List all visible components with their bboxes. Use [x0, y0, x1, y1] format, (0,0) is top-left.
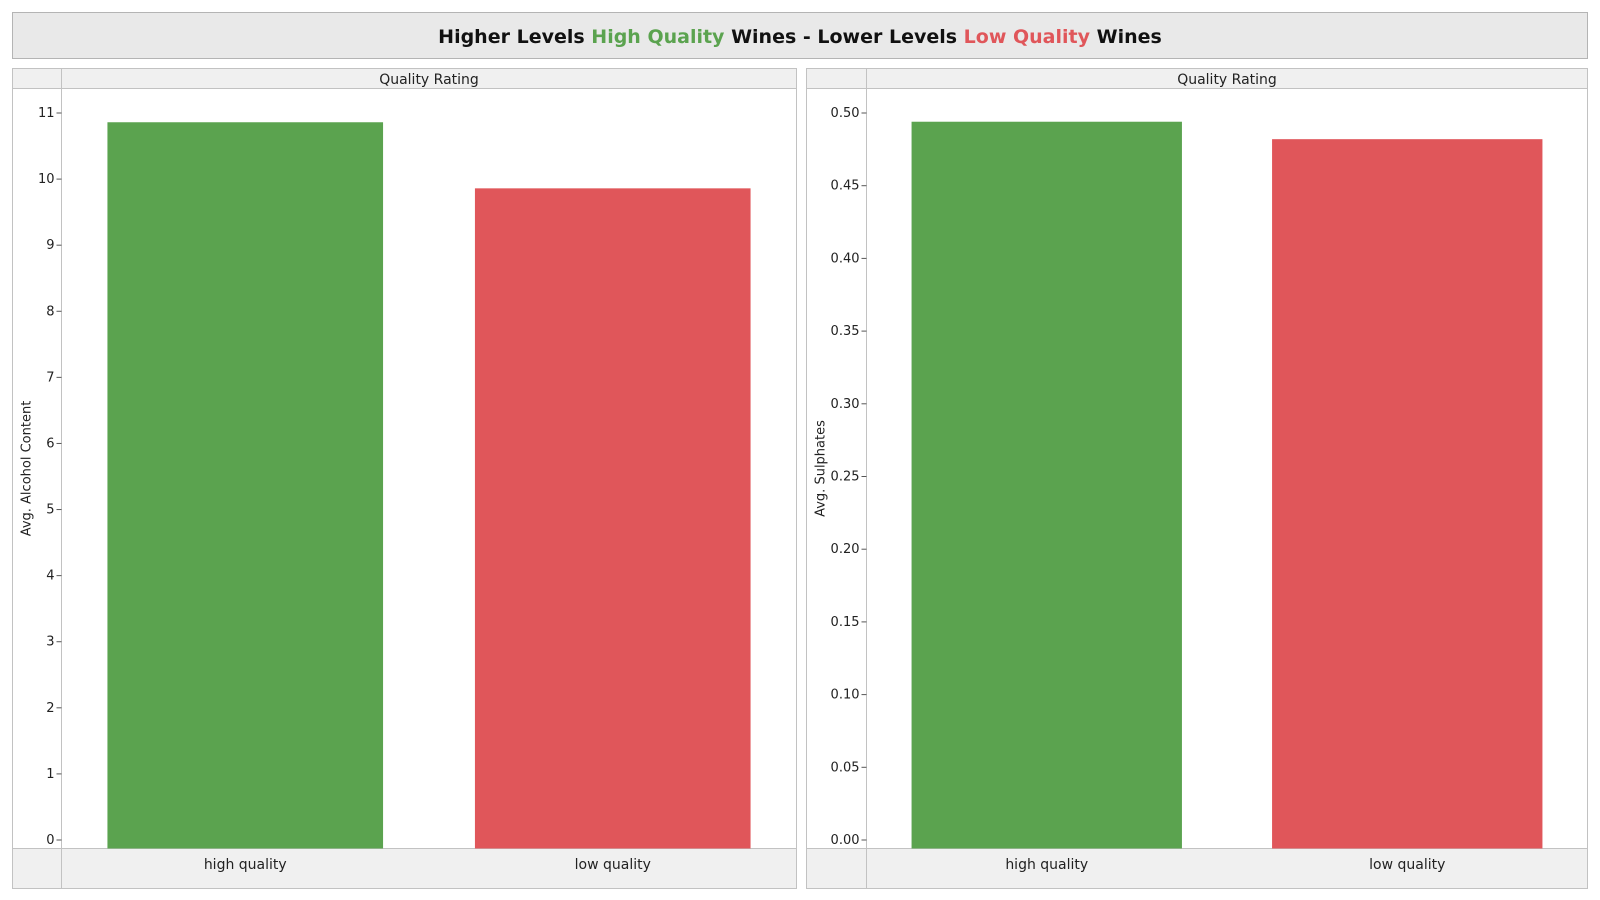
y-tick-label: 2: [46, 701, 54, 716]
title-low-quality: Low Quality: [964, 26, 1091, 48]
y-tick-label: 11: [38, 106, 55, 121]
category-label: low quality: [575, 857, 651, 873]
y-tick-label: 3: [46, 635, 54, 650]
chart-panel-2: Quality Rating 0.00 0.05 0.10 0.15 0.20 0.25 0.…: [807, 69, 1588, 889]
y-tick-label: 0.50: [831, 106, 860, 121]
title-part-3: Wines - Lower Levels: [724, 26, 963, 48]
y-tick-label: 7: [46, 370, 54, 385]
column-header: Quality Rating: [379, 72, 479, 88]
y-axis-label: Avg. Alcohol Content: [20, 401, 35, 537]
bar-high-quality: [912, 122, 1182, 849]
title-high-quality: High Quality: [591, 26, 725, 48]
y-tick-label: 0: [46, 833, 54, 848]
y-tick-label: 0.25: [831, 470, 860, 485]
title-part-1: Higher Levels: [438, 26, 591, 48]
bar-high-quality: [107, 122, 383, 848]
y-tick-label: 0.45: [831, 179, 860, 194]
y-tick-label: 0.15: [831, 615, 860, 630]
y-tick-label: 0.00: [831, 833, 860, 848]
y-tick-label: 8: [46, 304, 54, 319]
column-header: Quality Rating: [1177, 72, 1277, 88]
y-tick-label: 0.20: [831, 542, 860, 557]
y-tick-label: 10: [38, 172, 55, 187]
y-tick-label: 4: [46, 569, 54, 584]
y-tick-label: 6: [46, 436, 54, 451]
y-tick-label: 9: [46, 238, 54, 253]
y-tick-label: 0.40: [831, 251, 860, 266]
category-label: high quality: [204, 857, 287, 873]
dashboard-title: Higher Levels High Quality Wines - Lower…: [438, 26, 1162, 48]
title-part-5: Wines: [1090, 26, 1162, 48]
y-tick-label: 0.05: [831, 760, 860, 775]
y-tick-label: 0.30: [831, 397, 860, 412]
charts-container: Quality Rating 0 1 2 3 4 5 6 7 8 9 10 11 Avg. Alcohol…: [13, 69, 1588, 889]
bar-low-quality: [1272, 139, 1542, 848]
y-tick-label: 1: [46, 767, 54, 782]
bar-low-quality: [475, 188, 751, 848]
footer-band: [13, 849, 797, 889]
chart-panel-1: Quality Rating 0 1 2 3 4 5 6 7 8 9 10 11 Avg. Alcohol…: [13, 69, 797, 889]
y-tick-label: 0.35: [831, 324, 860, 339]
y-tick-label: 5: [46, 503, 54, 518]
y-axis-label: Avg. Sulphates: [814, 420, 829, 517]
footer-band: [807, 849, 1588, 889]
category-label: high quality: [1005, 857, 1088, 873]
category-label: low quality: [1369, 857, 1445, 873]
y-tick-label: 0.10: [831, 688, 860, 703]
